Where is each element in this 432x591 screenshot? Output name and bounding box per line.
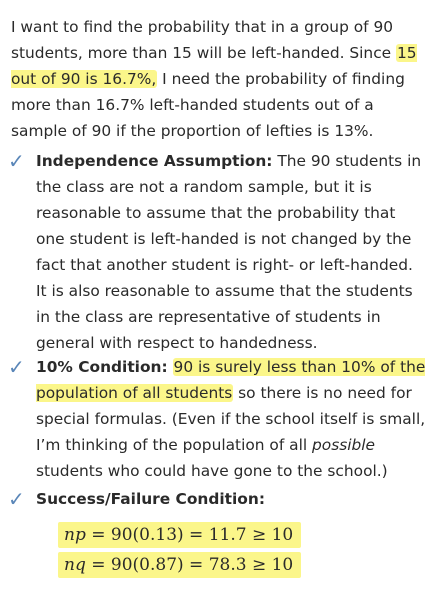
ten-percent-body-a: so there is no need for special formulas… xyxy=(36,384,426,454)
equation-nq: nq = 90(0.87) = 78.3 ≥ 10 xyxy=(58,552,302,578)
equation-nq-rest: = 90(0.87) = 78.3 ≥ 10 xyxy=(85,555,294,575)
intro-paragraph: I want to find the probability that in a… xyxy=(11,14,426,144)
independence-text: Independence Assumption: The 90 students… xyxy=(36,148,428,356)
independence-heading: Independence Assumption: xyxy=(36,152,273,170)
equation-np-rest: = 90(0.13) = 11.7 ≥ 10 xyxy=(85,525,294,545)
equation-np-var: np xyxy=(64,525,86,545)
ten-percent-text: 10% Condition: 90 is surely less than 10… xyxy=(36,354,428,484)
check-icon: ✓ xyxy=(8,487,25,511)
intro-text-end: I need the probability of finding more t… xyxy=(11,70,405,140)
check-icon: ✓ xyxy=(8,149,25,173)
equation-np: np = 90(0.13) = 11.7 ≥ 10 xyxy=(58,522,302,548)
ten-percent-body-b: students who could have gone to the scho… xyxy=(36,462,388,480)
success-failure-text: Success/Failure Condition: xyxy=(36,486,428,512)
independence-body: The 90 students in the class are not a r… xyxy=(36,152,422,352)
ten-percent-heading: 10% Condition: xyxy=(36,358,168,376)
ten-percent-italic: possible xyxy=(312,436,376,454)
intro-text-start: I want to find the probability that in a… xyxy=(11,18,397,62)
equation-nq-var: nq xyxy=(64,555,86,575)
success-failure-heading: Success/Failure Condition: xyxy=(36,490,265,508)
check-icon: ✓ xyxy=(8,355,25,379)
